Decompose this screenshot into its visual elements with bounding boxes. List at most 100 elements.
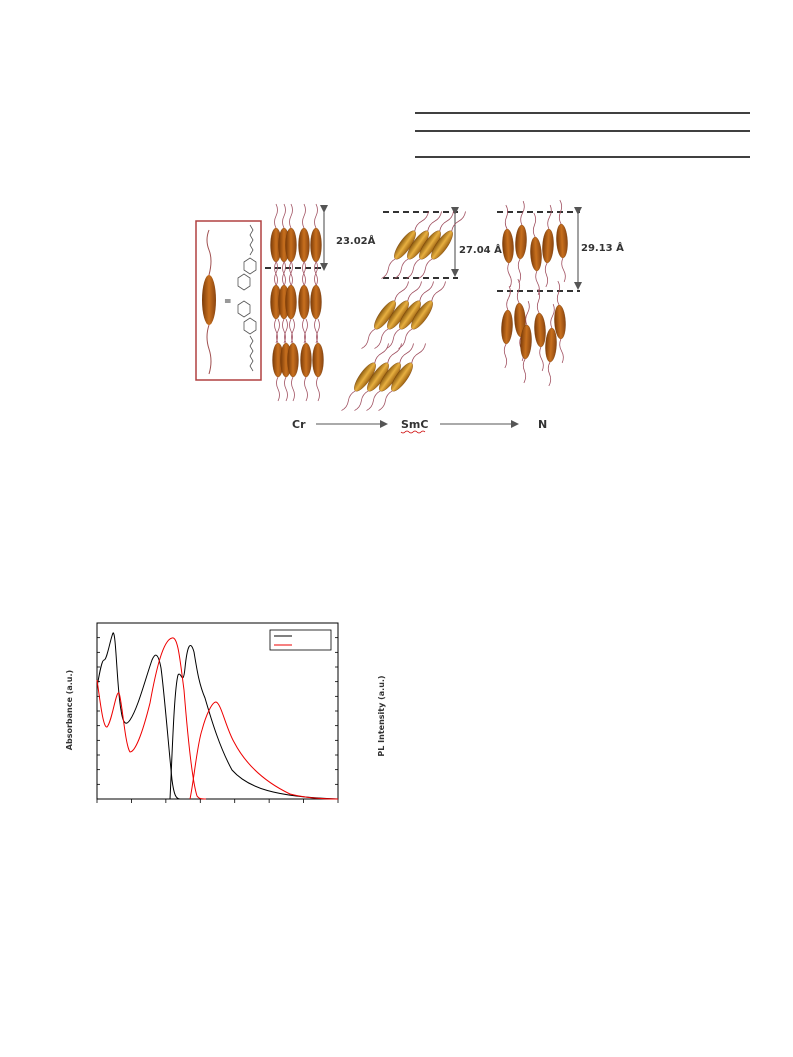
chain	[291, 376, 295, 402]
chain	[561, 257, 566, 283]
molecule	[285, 203, 297, 287]
molecule	[515, 200, 527, 284]
rod	[285, 227, 297, 263]
rod	[300, 342, 312, 378]
table-rules	[415, 112, 750, 158]
molecule	[534, 288, 546, 372]
chain	[289, 261, 293, 287]
molecule	[394, 211, 442, 279]
rod	[298, 284, 310, 320]
chain	[532, 212, 537, 238]
chain	[411, 343, 426, 364]
molecule	[298, 260, 310, 344]
chain	[314, 318, 318, 344]
chain	[274, 260, 278, 286]
molecule	[287, 318, 299, 402]
chain	[284, 376, 288, 402]
phase-diagram: = 23.02Å 27.04 Å 29.13 Å Cr SmC N	[195, 199, 624, 434]
rod	[501, 309, 513, 345]
molecule	[398, 281, 446, 349]
molecule	[520, 300, 532, 384]
y-axis-label: Absorbance (a.u.)	[65, 670, 74, 750]
chain	[525, 300, 530, 326]
chain	[374, 328, 389, 349]
rod	[554, 304, 566, 340]
rod	[287, 342, 299, 378]
chain	[431, 281, 446, 302]
molecule	[556, 199, 568, 283]
chain	[399, 343, 414, 364]
chain	[414, 211, 429, 232]
chain	[387, 343, 402, 364]
rod	[202, 275, 216, 325]
chain	[302, 203, 306, 229]
phase-label: Cr	[292, 418, 306, 431]
chain	[302, 260, 306, 286]
rod	[310, 227, 322, 263]
chain	[354, 390, 369, 411]
molecule	[374, 281, 422, 349]
rod	[520, 324, 532, 360]
molecule	[542, 204, 554, 288]
chain	[427, 211, 442, 232]
rod	[534, 312, 546, 348]
chain	[302, 318, 306, 344]
legend	[269, 629, 332, 651]
molecule	[554, 280, 566, 364]
rod	[391, 362, 413, 392]
chain	[556, 280, 561, 306]
molecule	[502, 204, 514, 288]
rod	[556, 223, 568, 259]
rod	[545, 327, 557, 363]
chain	[282, 203, 286, 229]
chain	[506, 285, 511, 311]
spacing-label: 29.13 Å	[581, 241, 624, 254]
molecule	[300, 318, 312, 402]
molecule	[270, 203, 282, 287]
rod	[530, 236, 542, 272]
equals: =	[224, 297, 232, 307]
chain	[282, 318, 286, 344]
chain	[274, 203, 278, 229]
rod	[354, 362, 376, 392]
molecule	[501, 285, 513, 369]
rod	[411, 300, 433, 330]
chain	[284, 318, 288, 344]
chain	[302, 261, 306, 287]
chain	[361, 328, 376, 349]
rod	[502, 228, 514, 264]
chain	[407, 281, 422, 302]
rod	[431, 230, 453, 260]
rod	[515, 224, 527, 260]
molecule	[341, 343, 389, 411]
spacing-label: 23.02Å	[336, 234, 376, 247]
molecule	[310, 260, 322, 344]
molecule	[310, 203, 322, 287]
molecule-box	[195, 220, 262, 381]
chain	[276, 376, 280, 402]
chain	[547, 361, 552, 387]
chain	[314, 260, 318, 286]
molecule	[378, 343, 426, 411]
ticks	[96, 622, 339, 803]
chain	[206, 229, 212, 276]
chain	[504, 204, 509, 230]
chain	[419, 281, 434, 302]
rod	[542, 228, 554, 264]
chain	[314, 203, 318, 229]
chain	[291, 318, 295, 344]
chain	[536, 288, 541, 314]
structure	[237, 224, 257, 372]
chain	[547, 204, 552, 230]
chain	[282, 260, 286, 286]
chain	[282, 261, 286, 287]
chain	[274, 261, 278, 287]
molecule	[361, 281, 409, 349]
rod	[298, 227, 310, 263]
chain	[503, 343, 508, 369]
chain	[374, 343, 389, 364]
molecule	[406, 211, 454, 279]
chain	[274, 318, 278, 344]
molecule	[381, 211, 429, 279]
